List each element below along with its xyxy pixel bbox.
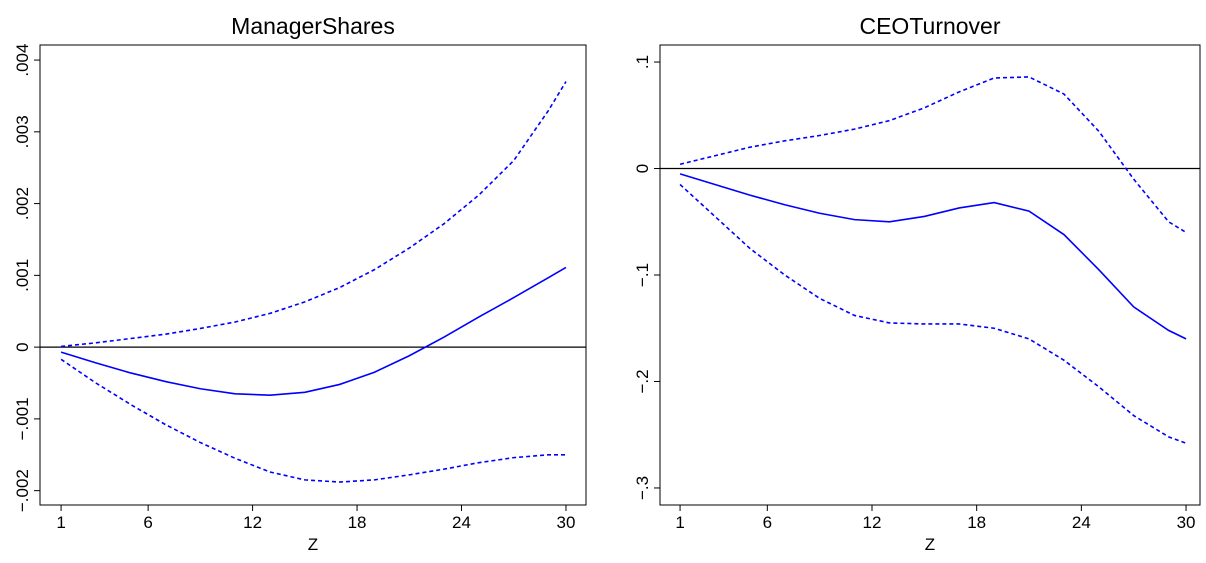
x-tick-label: 30 (1177, 513, 1196, 532)
y-tick-label: 0 (633, 164, 652, 173)
x-tick-label: 18 (348, 513, 367, 532)
y-tick-label: 0 (13, 342, 32, 351)
series-line (679, 76, 1187, 234)
plot-frame (39, 44, 587, 506)
y-tick-label: −.3 (633, 476, 652, 500)
x-tick-label: 6 (143, 513, 152, 532)
x-tick-label: 24 (452, 513, 471, 532)
y-tick-label: .1 (633, 55, 652, 69)
series-line (679, 173, 1187, 340)
y-tick-label: .002 (13, 187, 32, 220)
y-tick-label: −.1 (633, 263, 652, 287)
plot-frame (659, 44, 1201, 506)
x-tick-label: 24 (1072, 513, 1091, 532)
chart-title: CEOTurnover (859, 13, 1000, 39)
x-tick-label: 1 (675, 513, 684, 532)
y-tick-label: .001 (13, 259, 32, 292)
series-line (60, 81, 567, 348)
x-tick-label: 30 (557, 513, 576, 532)
x-axis-label: Z (308, 535, 318, 554)
x-tick-label: 1 (56, 513, 65, 532)
series-line (60, 358, 566, 483)
series-line (60, 266, 567, 397)
x-tick-label: 12 (243, 513, 262, 532)
y-tick-label: .004 (13, 44, 32, 77)
y-tick-label: −.002 (13, 469, 32, 512)
y-tick-label: −.2 (633, 369, 652, 393)
x-axis-label: Z (925, 535, 935, 554)
chart-title: ManagerShares (231, 13, 395, 39)
series-line (679, 183, 1187, 444)
x-tick-label: 12 (863, 513, 882, 532)
y-tick-label: .003 (13, 115, 32, 148)
x-tick-label: 18 (967, 513, 986, 532)
y-tick-label: −.001 (13, 397, 32, 440)
x-tick-label: 6 (763, 513, 772, 532)
